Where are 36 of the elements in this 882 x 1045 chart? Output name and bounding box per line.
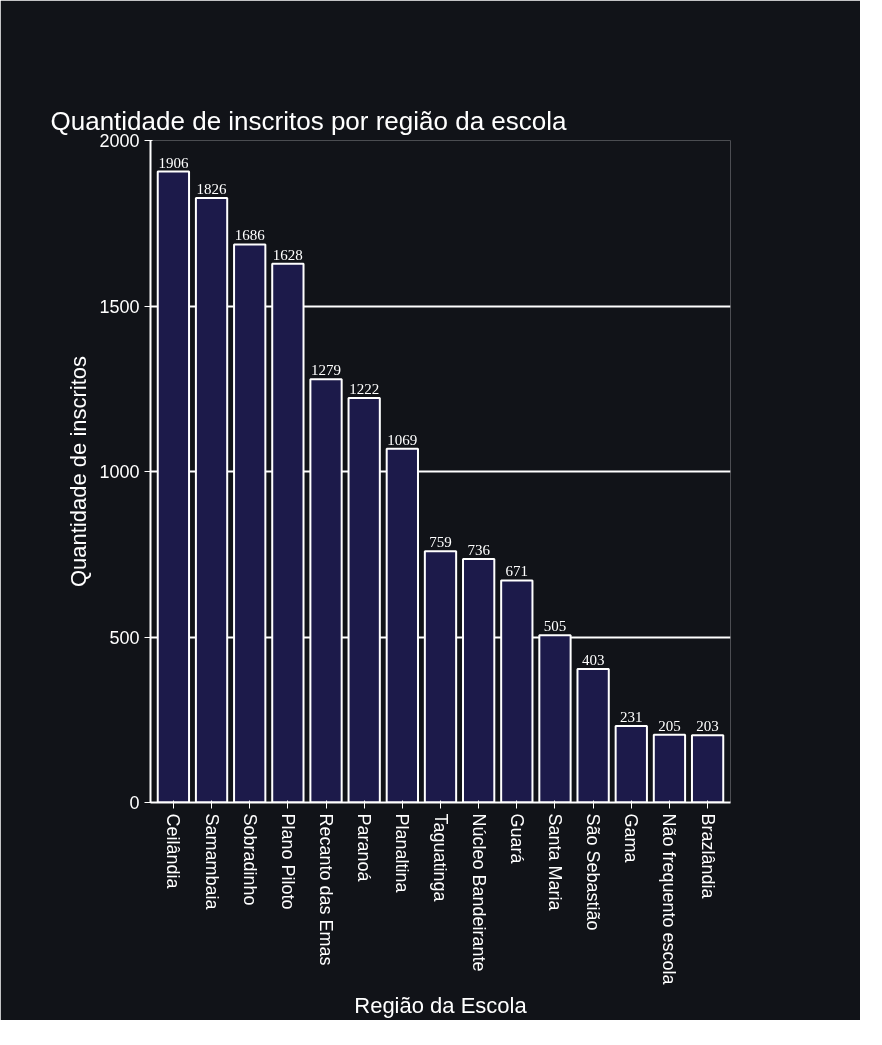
data-label: 671 [505,563,529,580]
x-tick-label: Planaltina [392,813,413,894]
x-tick-label: Núcleo Bandeirante [468,813,489,972]
x-tick-label: Santa Maria [544,813,565,912]
data-label: 1628 [272,246,303,263]
x-tick-label: Gama [621,813,642,864]
x-tick-label: Brazlândia [697,813,718,900]
x-tick-label: Samambaia [201,813,222,911]
data-label: 1906 [158,154,189,171]
data-label: 231 [620,709,643,726]
y-tick-label: 1500 [99,296,140,317]
data-label: 205 [658,717,681,734]
data-label: 1279 [311,362,342,379]
x-tick-label: Taguatinga [430,813,451,903]
data-label: 1826 [196,181,228,198]
y-tick-label: 1000 [99,462,140,482]
data-label: 505 [543,618,567,635]
x-tick-label: Guará [506,813,527,865]
data-label: 1686 [234,227,266,244]
x-tick-label: Não frequento escola [659,813,680,986]
x-tick-label: Sobradinho [239,813,260,906]
x-axis-title: Região da Escola [354,992,528,1018]
y-tick-label: 500 [109,627,140,648]
x-tick-label: Ceilândia [163,813,184,890]
data-label: 403 [581,652,605,669]
data-label: 759 [429,534,452,551]
y-tick-label: 0 [129,793,140,813]
data-label: 1069 [387,431,418,448]
y-axis-title: Quantidade de inscritos [66,355,92,588]
x-tick-label: Paranoá [354,813,375,883]
data-label: 203 [696,718,719,735]
x-tick-label: São Sebastião [583,813,604,931]
x-tick-label: Recanto das Emas [316,813,337,966]
data-label: 1222 [349,381,380,398]
data-label: 736 [467,541,491,558]
x-tick-label: Plano Piloto [277,813,298,910]
